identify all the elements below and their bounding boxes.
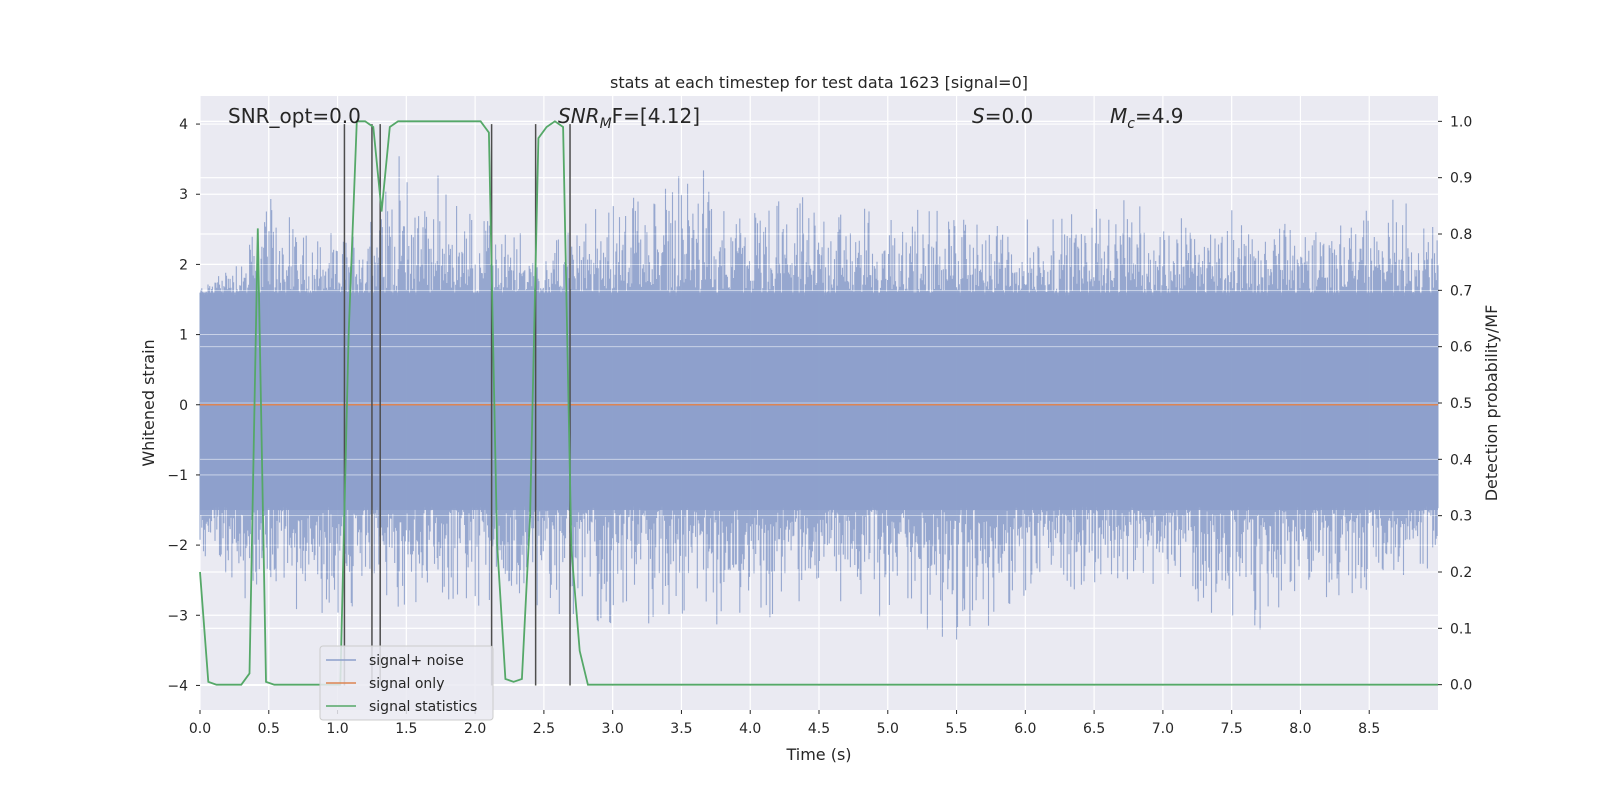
y-tick-label: 0 <box>179 398 188 414</box>
x-tick-label: 7.0 <box>1152 721 1174 737</box>
annotation-snr-opt: SNR_opt=0.0 <box>228 104 361 128</box>
y2-tick-label: 0.0 <box>1450 678 1472 694</box>
annotation-s: S=0.0 <box>972 104 1033 128</box>
y2-axis-label: Detection probability/MF <box>1482 305 1501 502</box>
y2-tick-label: 0.3 <box>1450 509 1472 525</box>
y2-tick-label: 0.4 <box>1450 452 1472 468</box>
x-tick-label: 7.5 <box>1221 721 1243 737</box>
x-tick-label: 3.0 <box>602 721 624 737</box>
y-axis-label: Whitened strain <box>139 339 158 466</box>
x-tick-label: 4.0 <box>739 721 761 737</box>
s-value: =0.0 <box>985 104 1034 128</box>
y-tick-label: −4 <box>167 678 188 694</box>
y2-tick-label: 0.8 <box>1450 227 1472 243</box>
x-tick-label: 4.5 <box>808 721 830 737</box>
legend: signal+ noise signal only signal statist… <box>319 645 494 721</box>
x-tick-label: 0.5 <box>258 721 280 737</box>
x-tick-label: 6.0 <box>1014 721 1036 737</box>
y2-tick-label: 1.0 <box>1450 114 1472 130</box>
axes: 0.0 0.5 1.0 1.5 2.0 2.5 3.0 3.5 4.0 4.5 5.0 5.5 6.0 6… <box>167 114 1472 737</box>
legend-frame <box>319 645 494 721</box>
y-tick-label: 3 <box>179 187 188 203</box>
x-tick-label: 1.5 <box>395 721 417 737</box>
y-tick-label: −2 <box>167 538 188 554</box>
x-tick-label: 8.0 <box>1289 721 1311 737</box>
s-label: S <box>972 104 985 128</box>
x-tick-label: 2.5 <box>533 721 555 737</box>
chart-title: stats at each timestep for test data 162… <box>610 73 1028 92</box>
legend-label-signal-noise: signal+ noise <box>369 653 464 669</box>
signal-plus-noise-series <box>199 120 1439 686</box>
annotation-mc: Mc=4.9 <box>1110 104 1184 132</box>
signal-statistics-line <box>199 120 1438 686</box>
y-tick-label: 4 <box>179 117 188 133</box>
y-tick-label: −1 <box>167 468 188 484</box>
y2-tick-label: 0.7 <box>1450 283 1472 299</box>
legend-label-signal-statistics: signal statistics <box>369 699 477 715</box>
y-tick-label: −3 <box>167 608 188 624</box>
mc-value: =4.9 <box>1135 104 1184 128</box>
x-tick-label: 5.0 <box>877 721 899 737</box>
x-tick-label: 8.5 <box>1358 721 1380 737</box>
y-tick-label: 1 <box>179 328 188 344</box>
x-tick-label: 6.5 <box>1083 721 1105 737</box>
x-tick-label: 2.0 <box>464 721 486 737</box>
y-tick-label: 2 <box>179 257 188 273</box>
x-tick-label: 5.5 <box>945 721 967 737</box>
lines <box>199 120 1438 686</box>
x-axis-label: Time (s) <box>785 745 851 764</box>
x-tick-label: 0.0 <box>189 721 211 737</box>
y2-tick-label: 0.2 <box>1450 565 1472 581</box>
snr-mf-rest: F=[4.12] <box>612 104 700 128</box>
mc-sub: c <box>1127 116 1135 132</box>
y2-tick-label: 0.1 <box>1450 621 1472 637</box>
x-tick-label: 1.0 <box>326 721 348 737</box>
snr-mf-sub: M <box>600 116 612 132</box>
x-tick-label: 3.5 <box>670 721 692 737</box>
y2-tick-label: 0.9 <box>1450 171 1472 187</box>
y2-tick-label: 0.6 <box>1450 340 1472 356</box>
y2-tick-label: 0.5 <box>1450 396 1472 412</box>
mc-label: M <box>1110 104 1127 128</box>
annotation-snr-mf: SNRMF=[4.12] <box>558 104 700 132</box>
legend-label-signal-only: signal only <box>369 676 444 692</box>
snr-mf-prefix: SNR <box>558 104 600 128</box>
